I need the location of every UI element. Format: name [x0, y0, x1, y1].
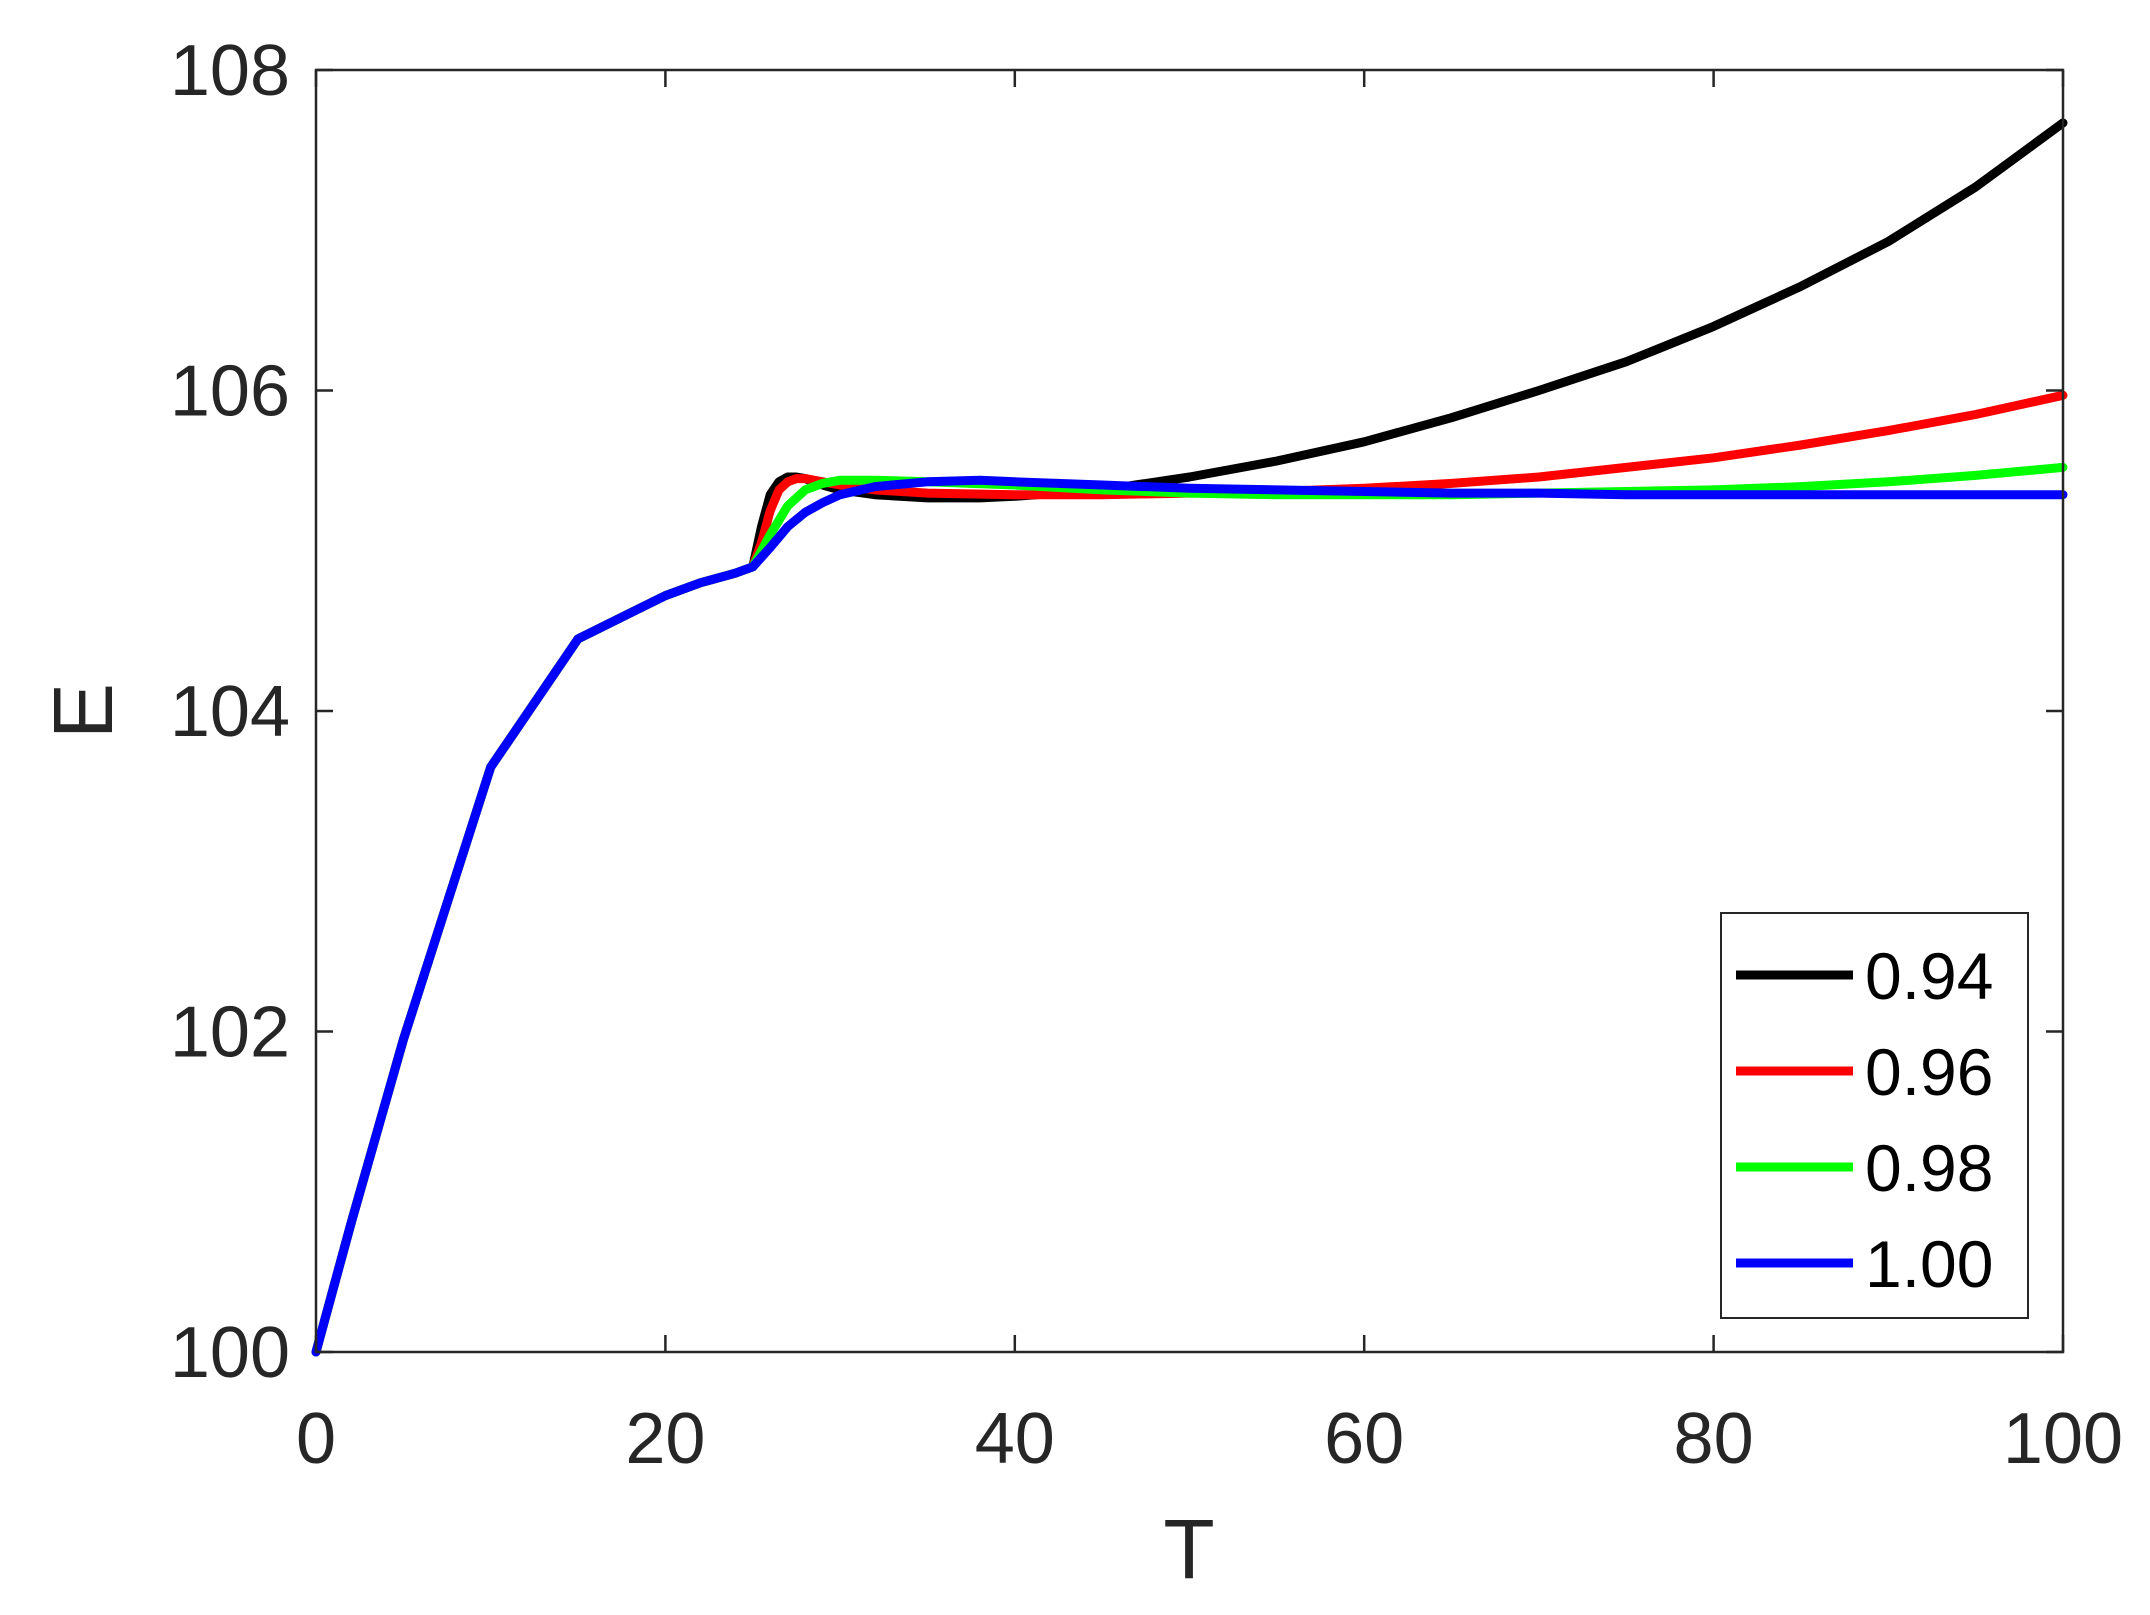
y-tick-label: 106 [170, 352, 290, 432]
x-axis-label: T [1163, 1502, 1214, 1596]
legend-box [1720, 912, 2029, 1319]
tick-labels-layer: 0 20 40 60 80 100 100 102 104 106 108 [170, 31, 2123, 1479]
x-tick-label: 20 [625, 1399, 705, 1479]
x-tick-label: 0 [296, 1399, 336, 1479]
x-tick-label: 40 [975, 1399, 1055, 1479]
legend: 0.94 0.96 0.98 1.00 [1720, 912, 2029, 1319]
plot-frame [314, 68, 2065, 1354]
y-tick-label: 104 [170, 672, 290, 752]
y-tick-label: 102 [170, 993, 290, 1073]
x-tick-label: 80 [1674, 1399, 1754, 1479]
series-line-1.00 [311, 475, 2068, 1357]
x-tick-label: 100 [2003, 1399, 2123, 1479]
x-tick-label: 60 [1324, 1399, 1404, 1479]
series-layer [311, 118, 2068, 1357]
y-tick-label: 100 [170, 1313, 290, 1393]
legend-label-1.00: 1.00 [1865, 1227, 1993, 1301]
legend-label-0.98: 0.98 [1865, 1131, 1993, 1205]
legend-entries: 0.94 0.96 0.98 1.00 [1736, 939, 1993, 1301]
y-axis-label: E [36, 683, 130, 739]
legend-label-0.94: 0.94 [1865, 939, 1993, 1013]
legend-label-0.96: 0.96 [1865, 1035, 1993, 1109]
y-tick-label: 108 [170, 31, 290, 111]
